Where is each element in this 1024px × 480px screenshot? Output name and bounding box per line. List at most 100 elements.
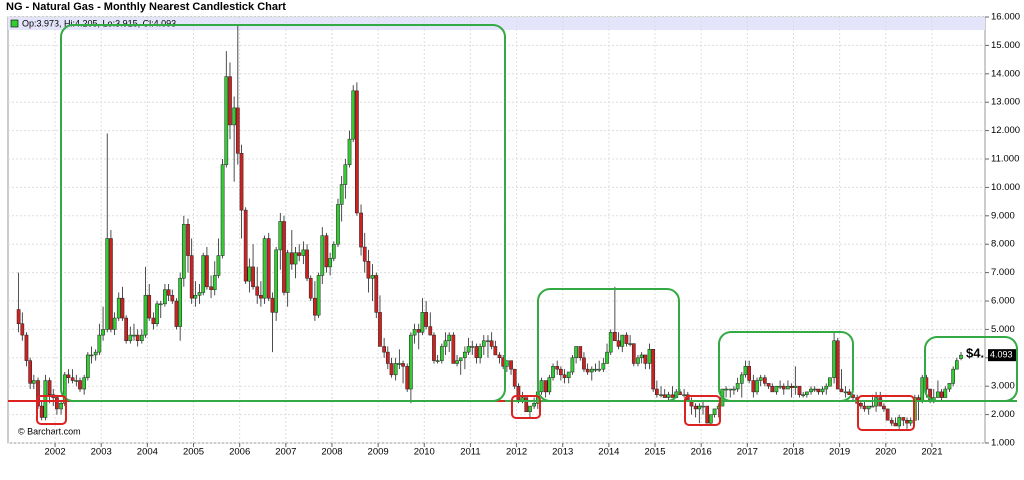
candle-body [805, 391, 809, 395]
candle-body [205, 255, 209, 288]
x-tick-label: 2019 [829, 447, 850, 458]
candle-body [28, 360, 33, 384]
candle-body [224, 76, 229, 165]
candle-body [543, 380, 548, 393]
candle-body [370, 275, 375, 279]
candle-body [470, 346, 475, 348]
x-tick-label: 2013 [552, 447, 573, 458]
candle-body [70, 377, 75, 381]
candle-body [186, 224, 190, 256]
candle-body [578, 346, 583, 359]
candle-body [839, 388, 844, 393]
y-tick-label: 5.000 [991, 324, 1015, 335]
candle-body [270, 297, 275, 313]
legend-text: Op:3.973, Hi:4.205, Lo:3.915, Cl:4.093 [22, 18, 176, 28]
candle-body [843, 391, 848, 394]
candle-body [481, 340, 486, 347]
candle-body [439, 346, 444, 361]
candle-body [793, 385, 798, 388]
candle-body [628, 343, 632, 345]
candle-body [582, 357, 586, 370]
candle-body [624, 334, 629, 344]
candle-body [389, 363, 394, 376]
candle-body [631, 343, 636, 364]
x-tick-label: 2021 [921, 447, 942, 458]
y-tick-label: 6.000 [991, 296, 1015, 307]
range-box [718, 331, 854, 402]
candle-body [170, 295, 175, 302]
candle-body [608, 331, 613, 353]
candle-body [901, 417, 906, 421]
candle-body [493, 346, 498, 356]
candle-body [82, 377, 86, 390]
candle-body [24, 334, 29, 361]
candle-body [405, 366, 410, 390]
candle-body [954, 360, 959, 370]
candle-body [643, 354, 648, 364]
candle-body [174, 300, 179, 327]
candle-body [163, 289, 167, 305]
candle-body [820, 388, 825, 393]
candle-body [255, 286, 260, 296]
candle-body [401, 363, 405, 367]
candle-body [212, 275, 217, 290]
candle-body [132, 334, 136, 337]
candle-body [659, 394, 663, 396]
last-price-tag [988, 349, 1016, 362]
x-tick-label: 2005 [183, 447, 204, 458]
candle-body [455, 360, 459, 364]
candle-body [908, 420, 913, 424]
candle-body [66, 374, 71, 378]
candle-body [547, 377, 552, 393]
candle-body [193, 295, 198, 299]
candle-body [301, 249, 306, 256]
candle-body [424, 312, 428, 327]
candle-body [351, 90, 356, 140]
candle-body [432, 334, 436, 361]
candle-body [585, 368, 590, 373]
x-tick-label: 2016 [691, 447, 712, 458]
grid [8, 16, 989, 447]
y-tick-label: 11.000 [991, 154, 1019, 165]
candle-body [313, 297, 317, 316]
candle-body [135, 334, 140, 342]
candle-body [770, 385, 775, 393]
candle-body [74, 380, 79, 382]
candle-body [497, 354, 502, 359]
candle-body [489, 340, 494, 347]
candle-body [116, 297, 121, 319]
candle-body [262, 238, 267, 299]
candle-body [532, 402, 536, 407]
candle-body [120, 297, 125, 319]
annotations [8, 24, 1018, 431]
candle-body [786, 385, 790, 390]
candle-body [85, 354, 90, 378]
candle-body [366, 260, 371, 279]
candle-body [331, 243, 336, 259]
candle-body [151, 317, 156, 324]
x-tick-label: 2018 [783, 447, 804, 458]
y-tick-label: 2.000 [991, 409, 1015, 420]
candle-body [566, 371, 571, 378]
candle-body [516, 385, 521, 401]
candle-body [216, 255, 221, 276]
y-tick-label: 3.000 [991, 381, 1015, 392]
candle-body [824, 385, 829, 390]
candle-body [747, 366, 752, 381]
candle-body [889, 420, 894, 424]
candle-body [166, 289, 171, 296]
candle-body [920, 377, 925, 401]
candle-body [828, 377, 832, 387]
candle-body [328, 258, 332, 268]
candle-body [178, 278, 182, 327]
candle-body [570, 357, 575, 373]
candle-body [551, 366, 555, 378]
candle-body [239, 153, 244, 211]
candle-body [758, 377, 763, 381]
candle-body [943, 388, 948, 398]
candle-body [801, 394, 806, 396]
y-tick-label: 9.000 [991, 210, 1015, 221]
low-box [511, 395, 541, 419]
last-price-label: 4.093 [990, 350, 1013, 360]
y-tick-label: 7.000 [991, 267, 1015, 278]
